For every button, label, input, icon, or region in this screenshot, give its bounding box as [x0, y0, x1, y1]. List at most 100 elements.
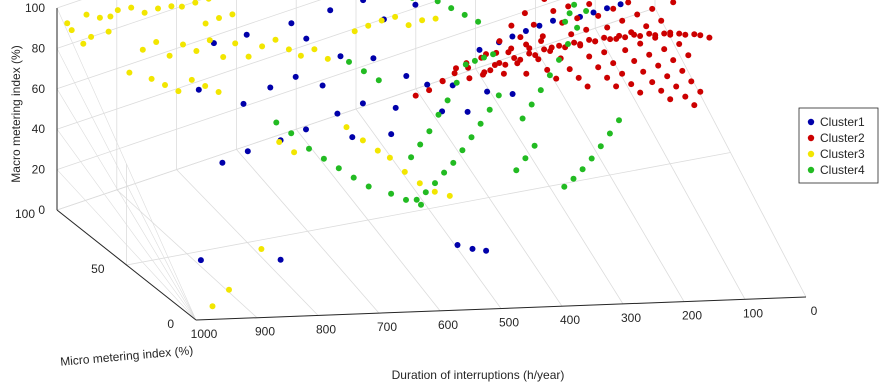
point-cluster4: [531, 142, 538, 149]
point-cluster2: [685, 52, 692, 59]
point-cluster4: [365, 183, 372, 190]
point-cluster3: [128, 4, 135, 11]
point-cluster1: [424, 81, 431, 88]
point-cluster4: [350, 174, 357, 181]
point-cluster2: [487, 67, 494, 74]
point-cluster4: [462, 61, 469, 68]
point-cluster2: [640, 68, 647, 75]
point-cluster1: [403, 73, 410, 79]
point-cluster2: [451, 70, 458, 77]
point-cluster1: [469, 245, 476, 252]
point-cluster3: [311, 46, 318, 53]
point-cluster4: [574, 24, 581, 31]
point-cluster4: [495, 92, 502, 99]
point-cluster1: [195, 86, 202, 93]
point-cluster3: [168, 3, 175, 10]
point-cluster3: [153, 39, 160, 45]
point-cluster2: [604, 74, 611, 81]
point-cluster2: [538, 38, 545, 44]
point-cluster1: [319, 82, 326, 89]
point-cluster3: [416, 180, 423, 187]
point-cluster4: [306, 145, 312, 152]
z-axis-label: Macro metering index (%): [9, 45, 23, 182]
point-cluster2: [511, 55, 518, 61]
point-cluster4: [583, 8, 590, 14]
point-cluster1: [484, 88, 491, 95]
point-cluster4: [570, 175, 577, 182]
point-cluster3: [220, 54, 227, 60]
point-cluster4: [468, 134, 475, 141]
point-cluster2: [530, 21, 537, 28]
point-cluster4: [413, 196, 420, 203]
point-cluster3: [64, 20, 71, 27]
point-cluster2: [508, 22, 515, 29]
point-cluster2: [595, 12, 602, 19]
point-cluster1: [483, 247, 490, 254]
point-cluster2: [532, 52, 539, 59]
point-cluster1: [392, 104, 399, 111]
point-cluster2: [535, 56, 542, 63]
point-cluster2: [682, 31, 689, 38]
point-cluster4: [537, 87, 544, 94]
point-cluster4: [562, 18, 569, 25]
point-cluster4: [486, 106, 493, 113]
point-cluster2: [670, 0, 677, 6]
grid-line: [56, 0, 322, 90]
grid-line: [126, 152, 731, 266]
point-cluster3: [343, 124, 350, 131]
point-cluster2: [637, 33, 644, 39]
point-cluster2: [571, 39, 578, 46]
point-cluster4: [422, 189, 429, 196]
point-cluster1: [243, 31, 250, 38]
point-cluster3: [68, 27, 75, 34]
point-cluster2: [496, 60, 503, 66]
point-cluster3: [351, 28, 358, 35]
point-cluster1: [277, 256, 284, 263]
point-cluster3: [175, 88, 182, 95]
point-cluster2: [622, 47, 629, 54]
point-cluster4: [461, 11, 468, 18]
point-cluster4: [588, 155, 595, 162]
point-cluster3: [188, 76, 195, 83]
point-cluster2: [652, 32, 659, 39]
point-cluster1: [590, 9, 597, 16]
y-axis-label: Micro metering index (%): [60, 343, 194, 369]
legend-label: Cluster3: [820, 147, 865, 161]
point-cluster1: [617, 1, 624, 8]
data-points: [64, 0, 713, 310]
point-cluster2: [631, 58, 638, 64]
point-cluster1: [267, 84, 274, 91]
point-cluster2: [679, 67, 686, 74]
point-cluster2: [649, 5, 656, 12]
point-cluster2: [676, 30, 683, 37]
point-cluster3: [291, 149, 298, 156]
point-cluster2: [523, 70, 530, 77]
point-cluster2: [607, 36, 614, 43]
point-cluster2: [619, 70, 626, 77]
point-cluster4: [441, 169, 448, 176]
point-cluster4: [435, 111, 442, 118]
point-cluster2: [586, 36, 593, 43]
point-cluster2: [566, 66, 573, 73]
point-cluster4: [453, 79, 460, 86]
point-cluster2: [601, 34, 608, 41]
point-cluster3: [180, 41, 186, 48]
point-cluster3: [114, 7, 121, 14]
point-cluster3: [148, 75, 155, 82]
point-cluster4: [616, 117, 622, 124]
point-cluster1: [412, 1, 419, 8]
legend-label: Cluster1: [820, 115, 865, 129]
point-cluster3: [374, 147, 381, 154]
point-cluster3: [226, 286, 232, 293]
point-cluster3: [205, 0, 212, 2]
point-cluster3: [272, 36, 279, 43]
legend: Cluster1 Cluster2 Cluster3 Cluster4: [798, 107, 879, 184]
point-cluster2: [541, 46, 548, 53]
point-cluster2: [625, 0, 632, 6]
point-cluster3: [229, 11, 236, 18]
axes: [56, 8, 807, 321]
point-cluster4: [388, 190, 395, 197]
point-cluster1: [327, 7, 334, 14]
point-cluster3: [126, 69, 133, 76]
point-cluster4: [434, 0, 441, 5]
